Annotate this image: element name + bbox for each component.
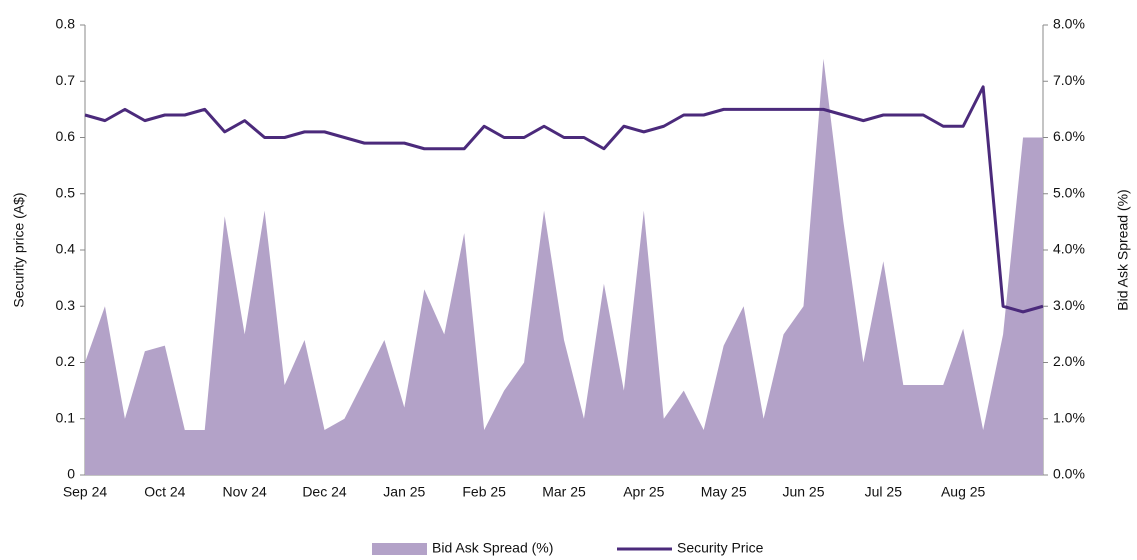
legend-label: Security Price	[677, 540, 764, 556]
y2-tick-label: 7.0%	[1053, 72, 1085, 88]
y-tick-label: 0.5	[56, 184, 76, 200]
y-tick-label: 0.3	[56, 297, 76, 313]
x-tick-label: Jul 25	[865, 484, 903, 500]
x-tick-label: Feb 25	[462, 484, 506, 500]
price-line	[84, 85, 1044, 314]
y-tick-label: 0.7	[56, 72, 76, 88]
y2-tick-label: 1.0%	[1053, 409, 1085, 425]
x-tick-label: Mar 25	[542, 484, 586, 500]
x-tick-label: May 25	[701, 484, 747, 500]
legend-swatch	[372, 543, 427, 555]
x-tick-label: Jun 25	[782, 484, 824, 500]
y2-axis-title: Bid Ask Spread (%)	[1115, 189, 1131, 310]
x-tick-label: Apr 25	[623, 484, 664, 500]
y2-tick-label: 3.0%	[1053, 297, 1085, 313]
x-tick-label: Oct 24	[144, 484, 185, 500]
x-tick-label: Dec 24	[302, 484, 347, 500]
y2-tick-label: 0.0%	[1053, 466, 1085, 482]
y-tick-label: 0.6	[56, 128, 76, 144]
spread-area	[85, 58, 1043, 475]
y2-tick-label: 8.0%	[1053, 16, 1085, 32]
x-tick-label: Aug 25	[941, 484, 986, 500]
legend-label: Bid Ask Spread (%)	[432, 540, 553, 556]
y-axis-title: Security price (A$)	[11, 192, 27, 307]
y2-tick-label: 2.0%	[1053, 353, 1085, 369]
x-tick-label: Sep 24	[63, 484, 108, 500]
y-tick-label: 0.2	[56, 353, 76, 369]
y-tick-label: 0	[67, 466, 75, 482]
y-tick-label: 0.1	[56, 409, 76, 425]
y2-tick-label: 4.0%	[1053, 241, 1085, 257]
x-tick-label: Jan 25	[383, 484, 425, 500]
y2-tick-label: 6.0%	[1053, 128, 1085, 144]
y-tick-label: 0.8	[56, 16, 76, 32]
y-tick-label: 0.4	[56, 241, 76, 257]
y2-tick-label: 5.0%	[1053, 184, 1085, 200]
x-tick-label: Nov 24	[222, 484, 267, 500]
